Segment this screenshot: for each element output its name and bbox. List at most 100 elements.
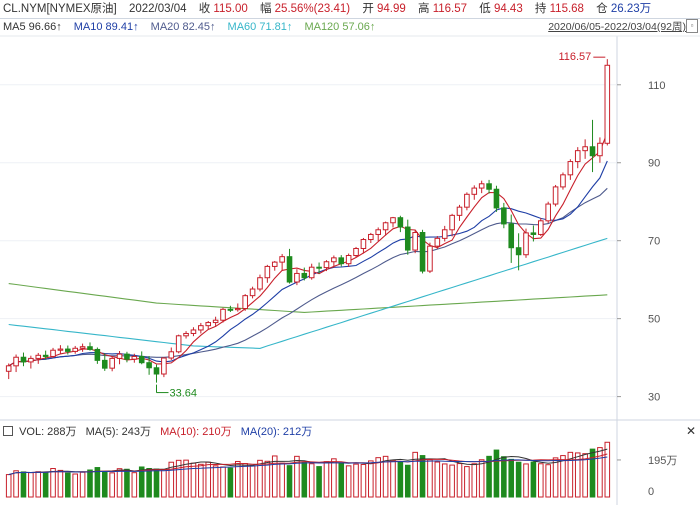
candle-body [523, 232, 529, 256]
candle-body [190, 329, 197, 334]
price-tick-label: 110 [648, 80, 666, 92]
volume-bar [530, 461, 537, 498]
ma120-line [8, 283, 608, 313]
candle-body [545, 203, 551, 222]
volume-bar [235, 460, 241, 498]
volume-bar [397, 461, 404, 498]
vol-ma20-line [8, 456, 608, 476]
volume-bar [294, 455, 300, 498]
change-label: 幅 [259, 3, 272, 15]
candle-body [478, 183, 485, 189]
volume-bar [434, 461, 441, 498]
volume-bar [35, 471, 42, 498]
quote-header: CL.NYM[NYMEX原油] 2022/03/04 收 115.00 幅 25… [0, 0, 700, 18]
candle-body [198, 325, 204, 331]
moving-average-lines [8, 132, 608, 367]
candle-body [13, 356, 19, 367]
candle-body [175, 335, 182, 353]
candle-body [65, 348, 71, 352]
volume-bar [198, 463, 204, 498]
volume-toggle-icon[interactable] [3, 426, 13, 436]
price-tick-label: 50 [648, 314, 660, 326]
volume-bar [523, 463, 529, 498]
candle-body [449, 214, 455, 231]
candle-body [552, 186, 559, 205]
volume-bar [301, 461, 308, 498]
candle-body [249, 288, 256, 297]
candle-body [242, 295, 248, 310]
candle-body [560, 174, 566, 188]
candle-body [294, 272, 300, 283]
candle-body [168, 351, 175, 359]
ma120-value: MA120 57.06↑ [304, 21, 376, 33]
volume-bar [20, 471, 27, 498]
volume-bar [360, 464, 367, 498]
header-divider [0, 18, 700, 19]
candle-body [271, 261, 278, 267]
high-annotation: 116.57 [558, 51, 591, 63]
volume-bar [146, 468, 152, 498]
volume-bar [65, 472, 71, 498]
candle-body [101, 359, 108, 369]
candle-body [515, 247, 522, 256]
volume-bar [286, 465, 293, 498]
candle-body [404, 226, 411, 251]
candle-body [338, 257, 345, 265]
symbol-label: CL.NYM[NYMEX原油] [3, 3, 117, 15]
volume-bar [116, 468, 123, 498]
volume-bar [545, 464, 551, 498]
hold-label: 持 [534, 3, 547, 15]
volume-bar [582, 453, 588, 498]
volume-bar [161, 468, 167, 498]
volume-bar [338, 462, 345, 498]
candle-body [109, 357, 115, 369]
volume-bar [101, 471, 108, 498]
date-range-link[interactable]: 2020/06/05-2022/03/04(92周) [548, 21, 686, 33]
candle-body [50, 349, 56, 357]
volume-bar [464, 466, 470, 498]
settings-icon[interactable]: ▫ [686, 19, 698, 33]
volume-bar [493, 449, 500, 498]
vol-ma5: MA(5): 243万 [85, 426, 152, 438]
candle-body [501, 207, 507, 225]
volume-bar [168, 461, 175, 498]
candle-body [257, 277, 263, 290]
price-grid [0, 35, 700, 505]
price-tick-label: 90 [648, 158, 660, 170]
candle-body [412, 232, 418, 251]
candle-body [419, 232, 426, 272]
candle-body [79, 346, 86, 349]
ma10-line [8, 160, 608, 367]
candle-body [368, 233, 374, 241]
volume-tick-label: 0 [648, 486, 654, 498]
vol-ma20: MA(20): 212万 [240, 426, 313, 438]
candle-body [5, 365, 12, 372]
candle-body [530, 232, 537, 235]
volume-bar [72, 473, 78, 498]
volume-bar [597, 447, 603, 498]
volume-bar [375, 457, 381, 498]
ma60-line [8, 237, 608, 349]
candle-body [323, 261, 330, 269]
volume-bar [538, 463, 544, 498]
candle-body [94, 348, 101, 361]
open-label: 开 [362, 3, 374, 15]
volume-bar [131, 472, 138, 498]
open-value: 94.99 [377, 3, 406, 15]
volume-bar [574, 452, 581, 498]
candle-body [427, 245, 433, 272]
candle-body [486, 183, 492, 190]
candle-body [589, 146, 596, 157]
candle-body [205, 322, 212, 327]
vol-value: VOL: 288万 [19, 426, 77, 438]
volume-bar [419, 455, 426, 498]
close-icon[interactable]: ✕ [685, 424, 696, 438]
volume-bar [249, 465, 256, 498]
candle-body [227, 308, 234, 311]
volume-bar [515, 461, 522, 498]
volume-tick-label: 195万 [648, 455, 677, 467]
price-tick-label: 70 [648, 236, 660, 248]
close-value: 115.00 [213, 3, 248, 15]
candle-body [212, 319, 219, 324]
ma10-value: MA10 89.41↑ [73, 21, 139, 33]
